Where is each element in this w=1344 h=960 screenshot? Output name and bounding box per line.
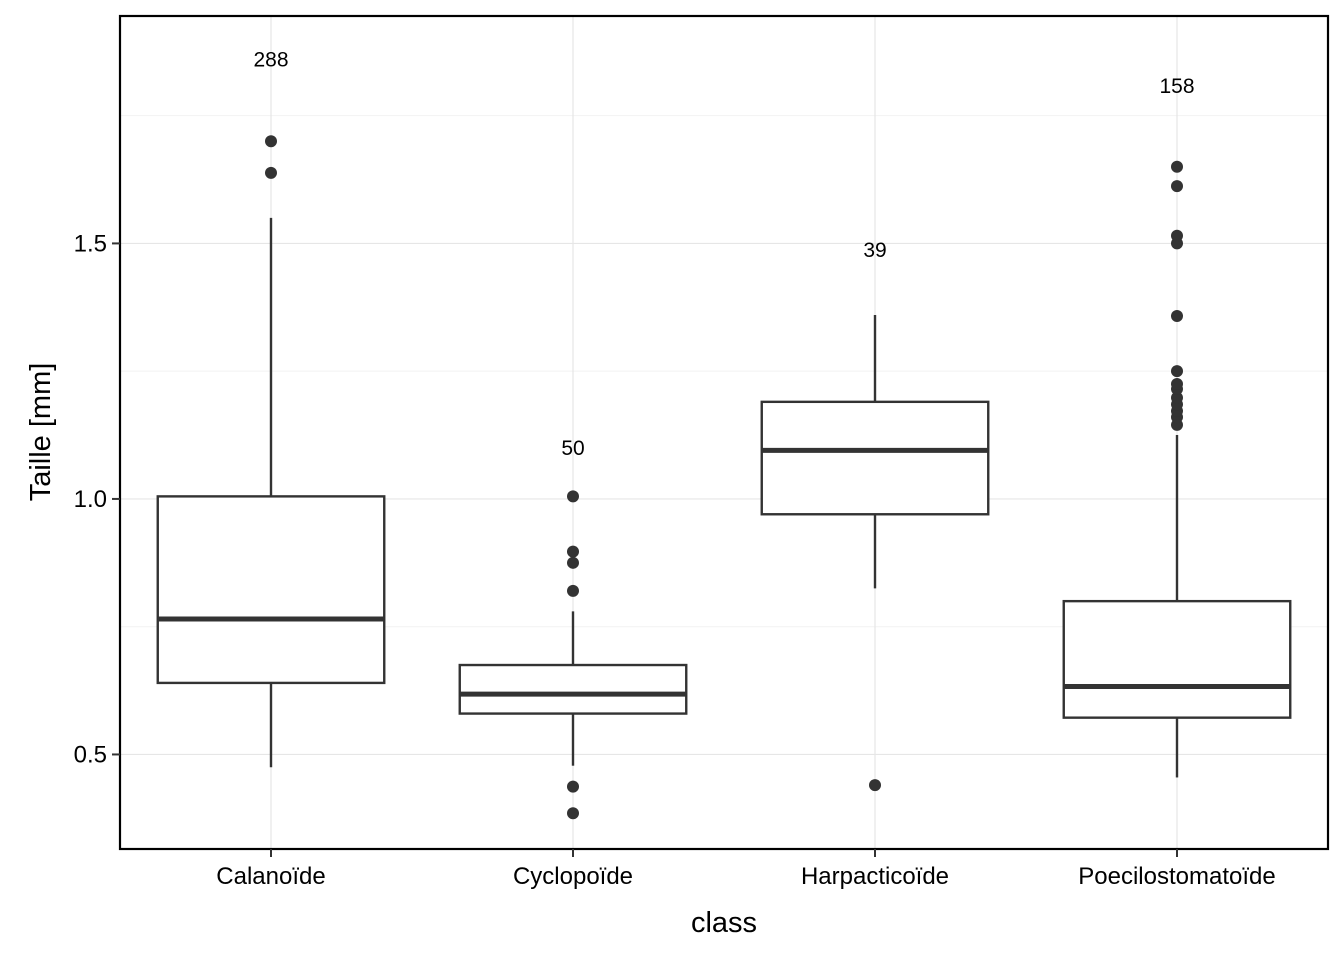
outlier-point: [1171, 160, 1183, 173]
box-group: 50: [458, 437, 688, 820]
y-tick-label: 1.0: [74, 486, 107, 513]
y-tick-label: 0.5: [74, 741, 107, 768]
count-label: 158: [1159, 75, 1194, 98]
x-axis-title: class: [691, 907, 757, 939]
outlier-point: [1171, 229, 1183, 242]
count-label: 288: [253, 48, 288, 71]
outlier-point: [1171, 309, 1183, 322]
outlier-point: [1171, 365, 1183, 378]
outlier-point: [567, 584, 579, 597]
outlier-point: [1171, 377, 1183, 390]
count-label: 50: [561, 437, 584, 460]
outlier-point: [567, 490, 579, 503]
box-iqr: [1062, 599, 1292, 719]
box-group: 158: [1062, 75, 1292, 778]
outlier-point: [1171, 391, 1183, 404]
box-iqr: [458, 663, 688, 715]
x-tick-label: Calanoïde: [216, 863, 325, 890]
outlier-point: [1171, 180, 1183, 193]
outlier-point: [265, 135, 277, 148]
outlier-point: [567, 807, 579, 820]
outlier-point: [869, 779, 881, 792]
box-iqr: [156, 495, 386, 685]
outlier-point: [567, 545, 579, 558]
outlier-point: [265, 166, 277, 179]
x-axis: Calanoïde Cyclopoïde Harpacticoïde Poecilos…: [216, 849, 1276, 890]
count-label: 39: [863, 239, 886, 262]
y-axis: 0.5 1.0 1.5: [74, 230, 120, 768]
box-layer: 288 50 39 158: [156, 48, 1292, 820]
x-tick-label: Harpacticoïde: [801, 863, 949, 890]
box-group: 39: [760, 239, 990, 792]
box-iqr: [760, 400, 990, 516]
outlier-point: [567, 780, 579, 793]
plot-panel-border: [118, 14, 1330, 851]
y-axis-title: Taille [mm]: [25, 363, 57, 502]
y-tick-label: 1.5: [74, 230, 107, 257]
outlier-point: [567, 556, 579, 569]
box-group: 288: [156, 48, 386, 768]
x-tick-label: Poecilostomatoïde: [1078, 863, 1275, 890]
x-tick-label: Cyclopoïde: [513, 863, 633, 890]
